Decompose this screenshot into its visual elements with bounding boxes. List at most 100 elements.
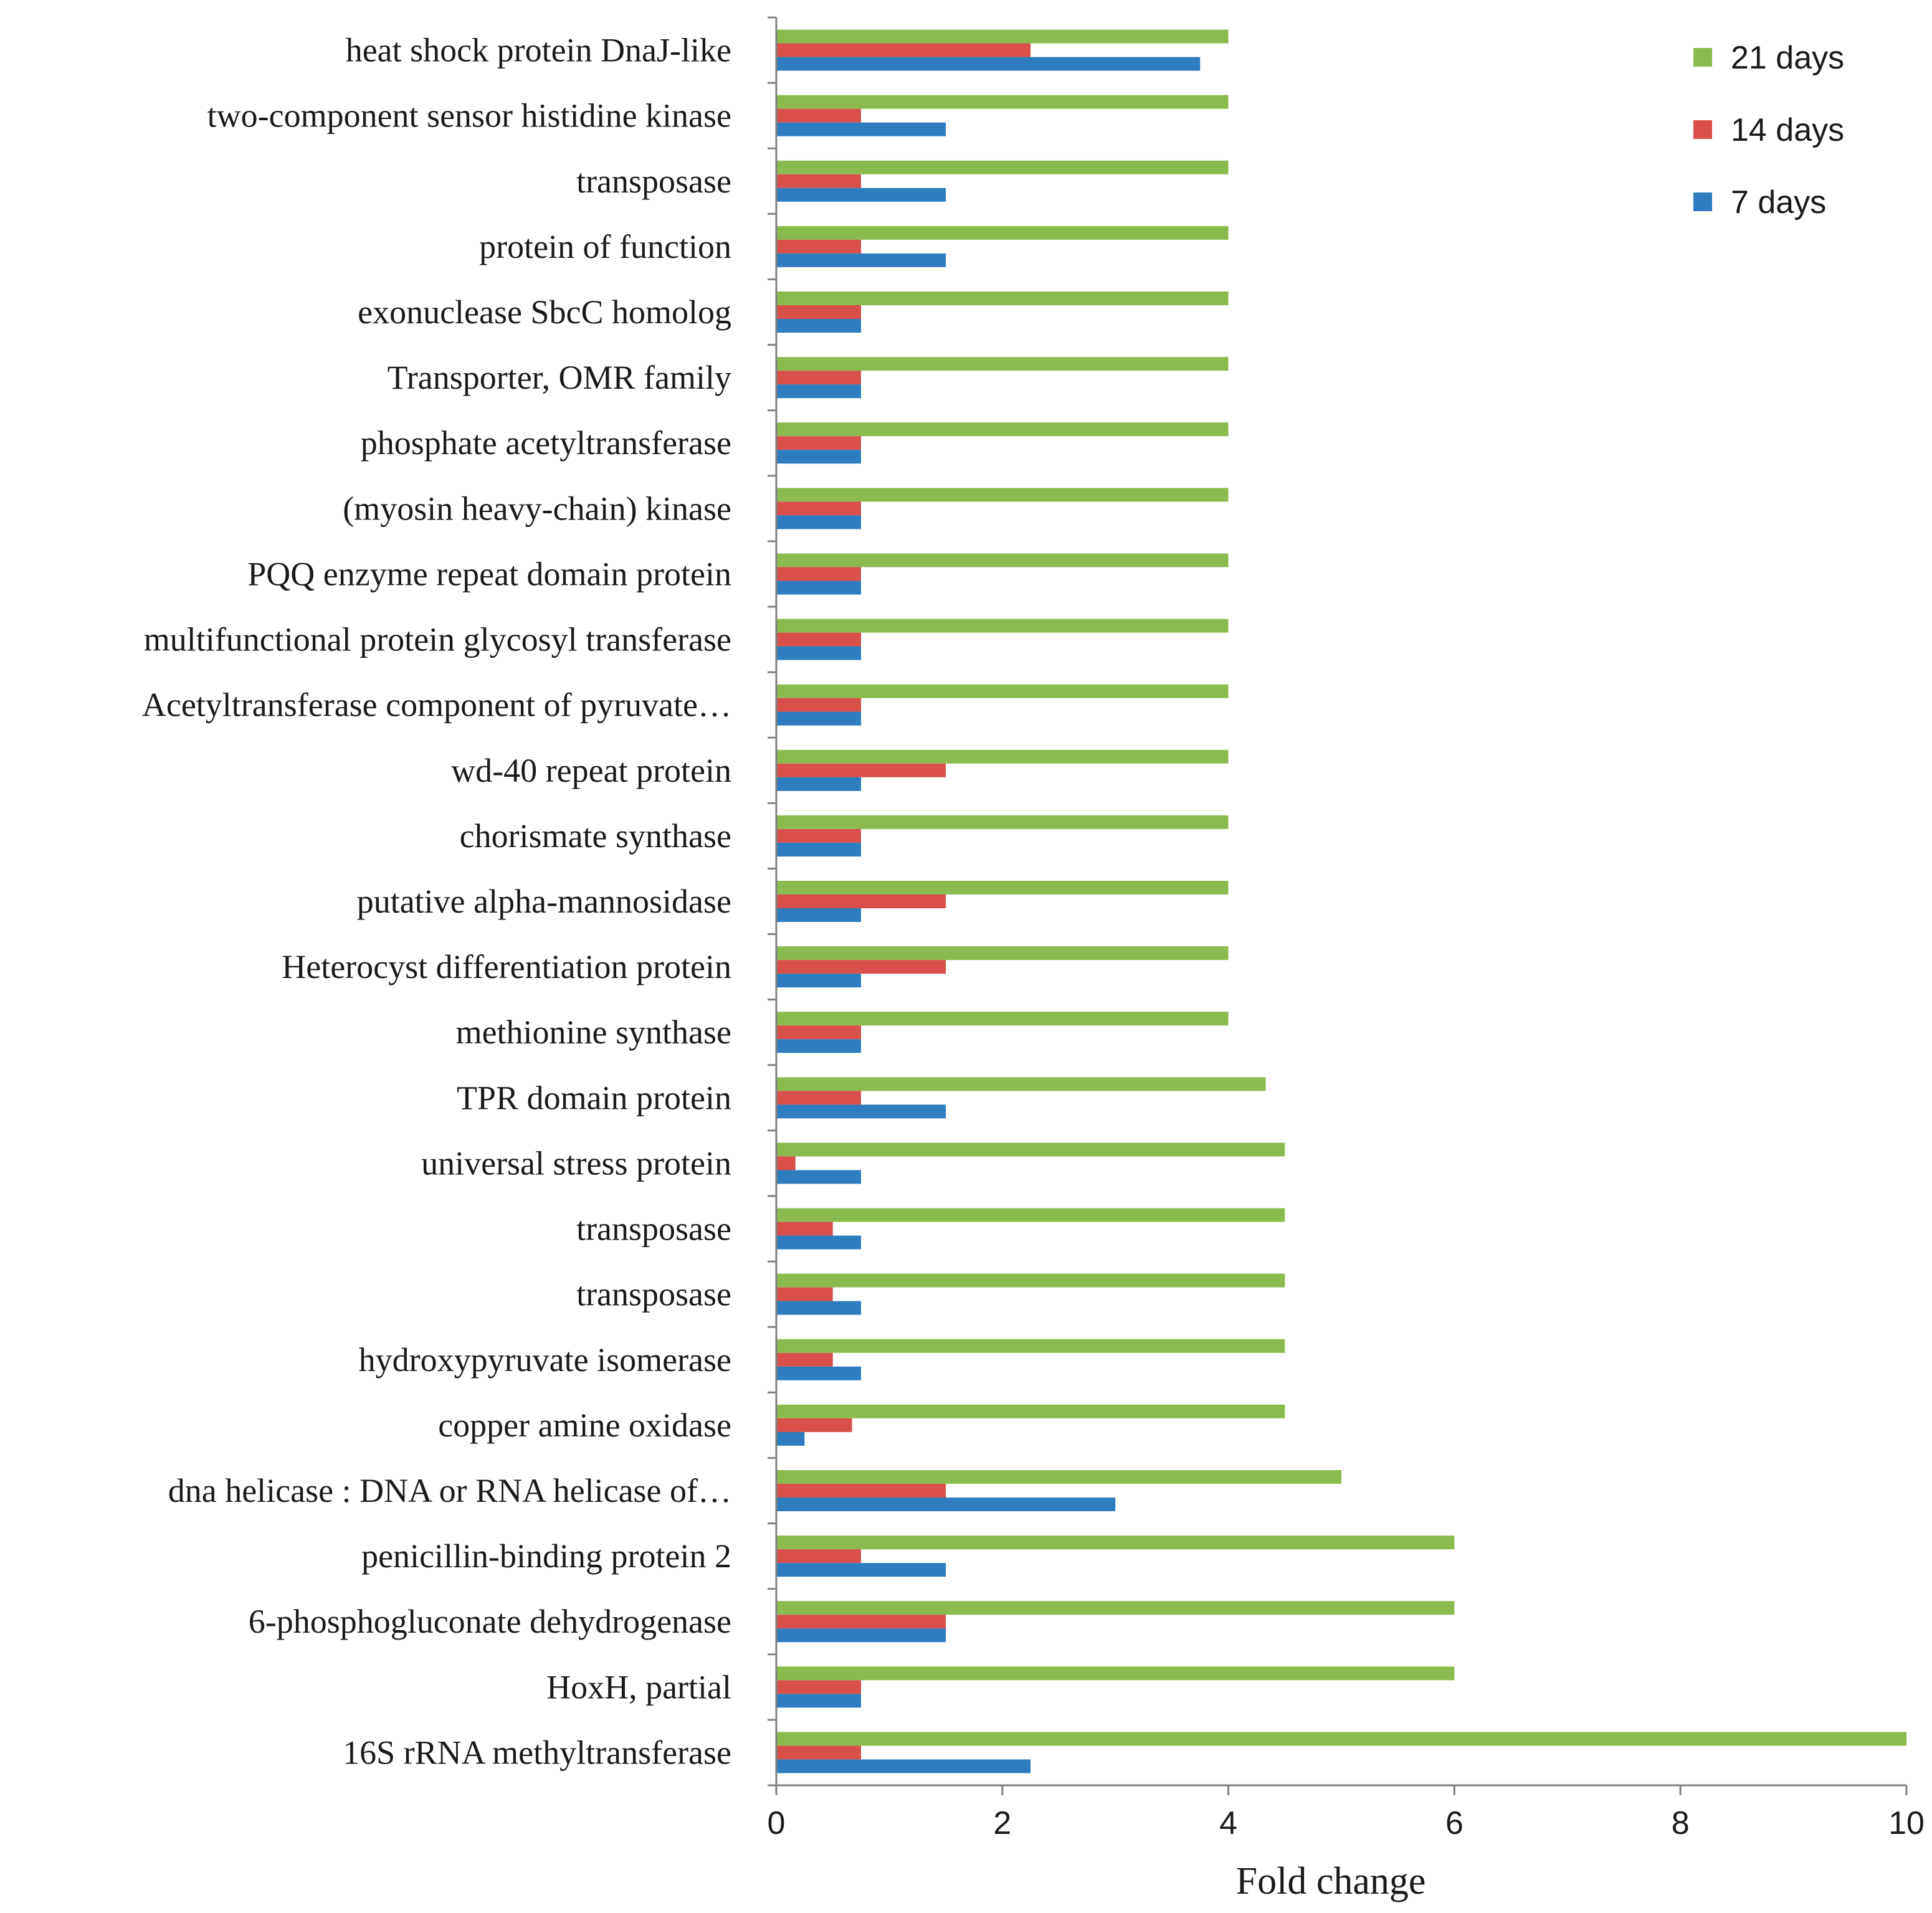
bar-21-days-18	[776, 553, 1229, 567]
bar-21-days-4	[776, 1470, 1341, 1484]
category-label: chorismate synthase	[460, 817, 731, 855]
legend: 21 days 14 days 7 days	[1693, 40, 1844, 221]
x-tick-label: 2	[993, 1805, 1011, 1841]
category-label: 16S rRNA methyltransferase	[343, 1734, 731, 1771]
bar-7-days-4	[776, 1498, 1116, 1511]
bar-7-days-17	[776, 646, 862, 660]
axes-group	[768, 16, 1908, 1795]
bar-14-days-10	[776, 1091, 862, 1105]
bar-7-days-25	[776, 122, 946, 136]
bars-group	[776, 29, 1906, 1773]
bar-14-days-21	[776, 371, 862, 385]
category-label: protein of function	[479, 228, 731, 265]
bar-21-days-11	[776, 1012, 1229, 1026]
bar-7-days-6	[776, 1366, 862, 1380]
bar-7-days-26	[776, 57, 1201, 71]
bar-21-days-22	[776, 292, 1229, 305]
bar-7-days-8	[776, 1235, 862, 1250]
bar-7-days-20	[776, 450, 862, 464]
bar-21-days-15	[776, 749, 1229, 764]
bar-21-days-5	[776, 1404, 1285, 1418]
x-axis-title: Fold change	[1236, 1860, 1426, 1902]
bar-14-days-12	[776, 960, 946, 974]
bar-7-days-5	[776, 1431, 805, 1446]
bar-21-days-2	[776, 1601, 1455, 1615]
x-tick-label: 4	[1219, 1805, 1237, 1841]
category-label: hydroxypyruvate isomerase	[359, 1341, 731, 1379]
bar-21-days-19	[776, 488, 1229, 502]
bar-14-days-15	[776, 763, 946, 777]
bar-7-days-2	[776, 1628, 946, 1643]
bar-14-days-20	[776, 436, 862, 450]
bar-21-days-8	[776, 1208, 1285, 1222]
x-tick-label: 10	[1888, 1805, 1925, 1841]
bar-7-days-18	[776, 581, 862, 595]
bar-21-days-12	[776, 946, 1229, 961]
bar-21-days-0	[776, 1732, 1906, 1746]
bar-14-days-1	[776, 1680, 862, 1694]
bar-21-days-9	[776, 1142, 1285, 1157]
bar-7-days-10	[776, 1104, 946, 1119]
bar-21-days-16	[776, 684, 1229, 698]
category-label: two-component sensor histidine kinase	[207, 97, 731, 135]
category-label: putative alpha-mannosidase	[357, 883, 731, 920]
bar-21-days-24	[776, 160, 1229, 174]
bar-21-days-17	[776, 619, 1229, 633]
bar-21-days-23	[776, 225, 1229, 240]
category-labels-group: 16S rRNA methyltransferase HoxH, partial 6…	[142, 32, 731, 1772]
bar-7-days-12	[776, 974, 862, 988]
category-label: phosphate acetyltransferase	[361, 424, 731, 462]
category-label: PQQ enzyme repeat domain protein	[247, 555, 731, 592]
bar-14-days-24	[776, 174, 862, 188]
bar-21-days-26	[776, 29, 1229, 44]
bar-14-days-5	[776, 1418, 852, 1432]
category-label: (myosin heavy-chain) kinase	[343, 490, 731, 527]
bar-14-days-2	[776, 1615, 946, 1629]
bar-14-days-0	[776, 1745, 862, 1760]
bar-14-days-18	[776, 567, 862, 581]
bar-7-days-11	[776, 1039, 862, 1053]
bar-14-days-16	[776, 698, 862, 712]
category-label: heat shock protein DnaJ-like	[346, 32, 731, 69]
bar-7-days-0	[776, 1759, 1031, 1773]
category-label: TPR domain protein	[457, 1079, 731, 1116]
bar-14-days-25	[776, 108, 862, 123]
bar-21-days-13	[776, 881, 1229, 895]
category-label: transposase	[576, 1276, 731, 1313]
bar-14-days-9	[776, 1156, 796, 1170]
bar-14-days-19	[776, 501, 862, 516]
bar-14-days-23	[776, 239, 862, 254]
category-label: dna helicase : DNA or RNA helicase of…	[168, 1472, 731, 1509]
bar-7-days-7	[776, 1301, 862, 1315]
bar-21-days-10	[776, 1077, 1266, 1091]
category-label: HoxH, partial	[546, 1668, 731, 1706]
bar-14-days-11	[776, 1025, 862, 1040]
legend-label-14-days: 14 days	[1731, 112, 1844, 148]
category-label: wd-40 repeat protein	[451, 752, 731, 789]
x-tick-labels-group: 0 2 4 6 8 10	[768, 1805, 1925, 1841]
category-label: universal stress protein	[421, 1144, 731, 1182]
bar-21-days-14	[776, 815, 1229, 829]
bar-7-days-22	[776, 319, 862, 333]
category-label: exonuclease SbcC homolog	[358, 293, 731, 331]
category-label: Acetyltransferase component of pyruvate…	[142, 686, 731, 724]
category-label: multifunctional protein glycosyl transfe…	[144, 621, 731, 658]
bar-7-days-1	[776, 1694, 862, 1708]
bar-7-days-13	[776, 908, 862, 922]
bar-14-days-17	[776, 632, 862, 647]
x-tick-label: 8	[1672, 1805, 1690, 1841]
legend-swatch-7-days	[1693, 192, 1712, 211]
bar-21-days-25	[776, 95, 1229, 109]
bar-7-days-14	[776, 842, 862, 857]
category-label: penicillin-binding protein 2	[361, 1537, 731, 1575]
bar-21-days-7	[776, 1273, 1285, 1288]
bar-21-days-20	[776, 422, 1229, 437]
bar-14-days-13	[776, 895, 946, 908]
bar-21-days-21	[776, 357, 1229, 371]
bar-7-days-15	[776, 777, 862, 791]
bar-7-days-3	[776, 1563, 946, 1577]
bar-14-days-14	[776, 828, 862, 843]
category-label: methionine synthase	[456, 1013, 731, 1051]
category-label: copper amine oxidase	[438, 1407, 731, 1444]
